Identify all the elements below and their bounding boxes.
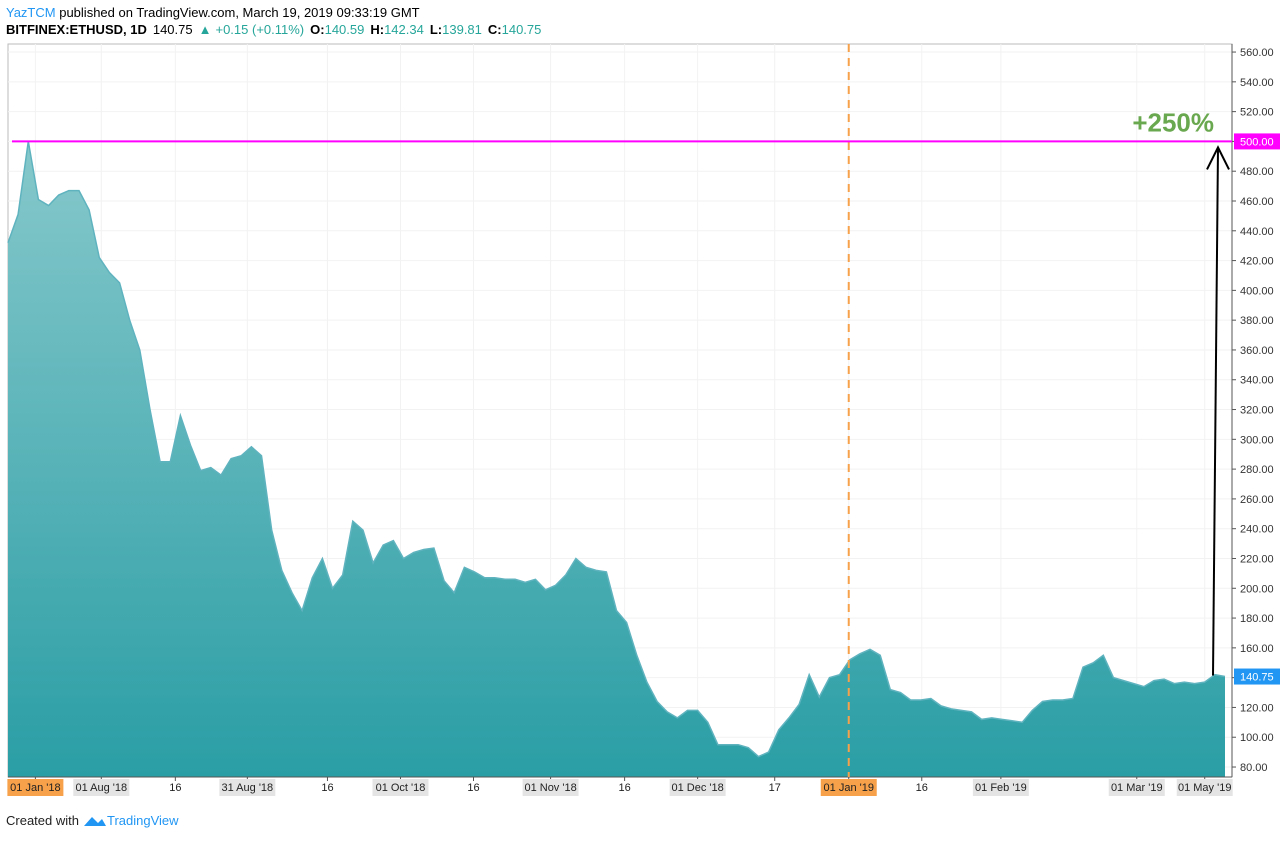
y-tick-label: 220.00 (1240, 553, 1274, 565)
target-label-box (1234, 133, 1280, 150)
brand[interactable]: TradingView (107, 813, 179, 828)
y-tick-label: 180.00 (1240, 613, 1274, 625)
y-tick-label: 160.00 (1240, 643, 1274, 655)
x-tick-label: 01 Nov '18 (524, 782, 576, 794)
value: 140.75 (502, 22, 542, 37)
area (8, 141, 1225, 777)
change: +0.15 (+0.11%) (215, 22, 304, 37)
x-tick-label: 01 Jan '18 (10, 782, 60, 794)
author[interactable]: YazTCM (6, 5, 56, 20)
y-tick-label: 240.00 (1240, 524, 1274, 536)
y-tick-label: 340.00 (1240, 375, 1274, 387)
y-tick-label: 480.00 (1240, 166, 1274, 178)
y-tick-label: 120.00 (1240, 702, 1274, 714)
y-tick-label: 460.00 (1240, 196, 1274, 208)
x-tick-label: 16 (169, 782, 181, 794)
tick-box (820, 779, 877, 796)
symbol: BITFINEX:ETHUSD, 1D (6, 22, 147, 37)
header-line: YazTCM published on TradingView.com, Mar… (6, 5, 420, 20)
label: H: (370, 22, 384, 37)
target-label: 500.00 (1240, 136, 1274, 148)
x-tick-label: 16 (618, 782, 630, 794)
y-tick-label: 440.00 (1240, 226, 1274, 238)
arrow: ▲ (199, 22, 212, 37)
y-tick-label: 280.00 (1240, 464, 1274, 476)
ohlc-line: BITFINEX:ETHUSD, 1D 140.75 ▲ +0.15 (+0.11%)… (6, 22, 541, 37)
last-price: 140.75 (1240, 672, 1274, 684)
x-tick-label: 01 Mar '19 (1111, 782, 1163, 794)
line (7, 141, 1226, 758)
y-tick-label: 200.00 (1240, 583, 1274, 595)
label: L: (430, 22, 442, 37)
x-tick-label: 01 Oct '18 (376, 782, 426, 794)
y-tick-label: 320.00 (1240, 405, 1274, 417)
x-tick-label: 16 (916, 782, 928, 794)
label: O: (310, 22, 324, 37)
y-tick-label: 260.00 (1240, 494, 1274, 506)
y-tick-label: 540.00 (1240, 77, 1274, 89)
annotation: +250% (1132, 107, 1214, 137)
tick-box (522, 779, 579, 796)
x-tick-label: 01 Jan '19 (824, 782, 874, 794)
value: 142.34 (384, 22, 424, 37)
x-tick-label: 01 Dec '18 (672, 782, 724, 794)
x-tick-label: 16 (467, 782, 479, 794)
x-tick-label: 01 Feb '19 (975, 782, 1027, 794)
y-tick-label: 420.00 (1240, 256, 1274, 268)
label: C: (488, 22, 502, 37)
y-tick-label: 300.00 (1240, 434, 1274, 446)
tick-box (372, 779, 429, 796)
y-tick-label: 360.00 (1240, 345, 1274, 357)
tick-box (972, 779, 1029, 796)
value: 140.59 (325, 22, 365, 37)
last-price-box (1234, 668, 1280, 685)
value: 139.81 (442, 22, 482, 37)
tick-box (73, 779, 130, 796)
published: published on TradingView.com, March 19, … (56, 5, 420, 20)
y-tick-label: 520.00 (1240, 107, 1274, 119)
x-tick-label: 16 (321, 782, 333, 794)
y-tick-label: 400.00 (1240, 285, 1274, 297)
tick-box (219, 779, 276, 796)
arrow-head (1206, 145, 1230, 170)
tick-box (1108, 779, 1165, 796)
y-tick-label: 100.00 (1240, 732, 1274, 744)
x-tick-label: 31 Aug '18 (222, 782, 274, 794)
footer-text: Created with (6, 813, 79, 828)
y-tick-label: 560.00 (1240, 47, 1274, 59)
tick-box (669, 779, 726, 796)
x-tick-label: 01 Aug '18 (75, 782, 127, 794)
x-tick-label: 01 May '19 (1178, 782, 1231, 794)
arrow (1212, 147, 1219, 676)
tick-box (7, 779, 64, 796)
x-tick-label: 17 (769, 782, 781, 794)
price: 140.75 (153, 22, 193, 37)
y-tick-label: 380.00 (1240, 315, 1274, 327)
logo (84, 817, 106, 826)
y-tick-label: 80.00 (1240, 762, 1268, 774)
tick-box (1176, 779, 1233, 796)
